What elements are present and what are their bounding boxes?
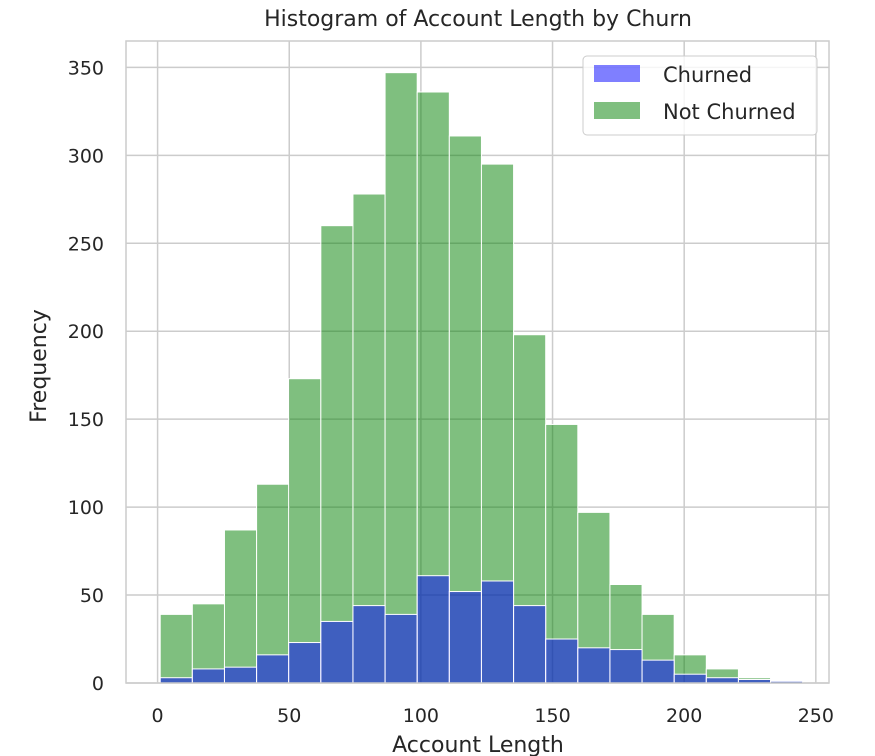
- churned-bar-1: [191, 668, 225, 684]
- legend: Churned Not Churned: [582, 55, 818, 136]
- not-churned-bar-5: [320, 225, 354, 684]
- y-tick-label-7: 350: [68, 57, 104, 79]
- churned-bar-10: [480, 580, 515, 684]
- churned-bar-9: [448, 591, 482, 684]
- churned-bar-4: [288, 642, 322, 684]
- not-churned-bar-3: [256, 483, 290, 684]
- churned-bar-2: [223, 666, 258, 684]
- plot-frame: [125, 40, 830, 684]
- churned-bars: [159, 575, 804, 684]
- churned-bar-17: [705, 677, 739, 684]
- not-churned-bar-4: [288, 378, 322, 684]
- legend-swatch-not-churned: [594, 102, 640, 119]
- not-churned-bar-0: [159, 613, 193, 684]
- churned-bar-11: [513, 605, 547, 684]
- churned-bar-15: [641, 659, 675, 684]
- x-tick-label-2: 100: [403, 705, 439, 727]
- churned-bar-0: [159, 677, 193, 684]
- y-tick-label-4: 200: [68, 321, 104, 343]
- churned-bar-16: [673, 673, 707, 684]
- x-tick-labels: 0 50 100 150 200 250: [152, 705, 834, 727]
- churned-bar-5: [320, 620, 354, 684]
- churned-bar-7: [384, 613, 418, 684]
- not-churned-bar-6: [352, 193, 386, 684]
- x-axis-label: Account Length: [392, 733, 564, 756]
- x-tick-label-1: 50: [277, 705, 301, 727]
- chart-title: Histogram of Account Length by Churn: [264, 7, 692, 32]
- legend-frame: [582, 55, 818, 136]
- not-churned-bar-2: [223, 529, 258, 684]
- y-tick-label-5: 250: [68, 233, 104, 255]
- y-tick-label-1: 50: [80, 585, 104, 607]
- y-tick-label-0: 0: [92, 673, 104, 695]
- x-tick-label-5: 250: [798, 705, 834, 727]
- churned-bar-3: [256, 654, 290, 684]
- churned-bar-6: [352, 605, 386, 684]
- legend-label-churned: Churned: [663, 63, 752, 87]
- x-tick-label-4: 200: [666, 705, 702, 727]
- y-tick-labels: 0 50 100 150 200 250 300 350: [68, 57, 104, 695]
- y-tick-label-3: 150: [68, 409, 104, 431]
- x-tick-label-3: 150: [534, 705, 570, 727]
- churned-bar-14: [609, 649, 643, 684]
- not-churned-bar-7: [384, 72, 418, 684]
- legend-label-not-churned: Not Churned: [663, 100, 796, 124]
- y-tick-label-2: 100: [68, 497, 104, 519]
- y-tick-label-6: 300: [68, 145, 104, 167]
- churned-bar-13: [577, 647, 611, 684]
- x-tick-label-0: 0: [152, 705, 164, 727]
- legend-swatch-churned: [594, 65, 640, 82]
- churned-bar-8: [416, 575, 450, 684]
- y-axis-label: Frequency: [27, 309, 52, 423]
- churned-bar-12: [545, 638, 579, 684]
